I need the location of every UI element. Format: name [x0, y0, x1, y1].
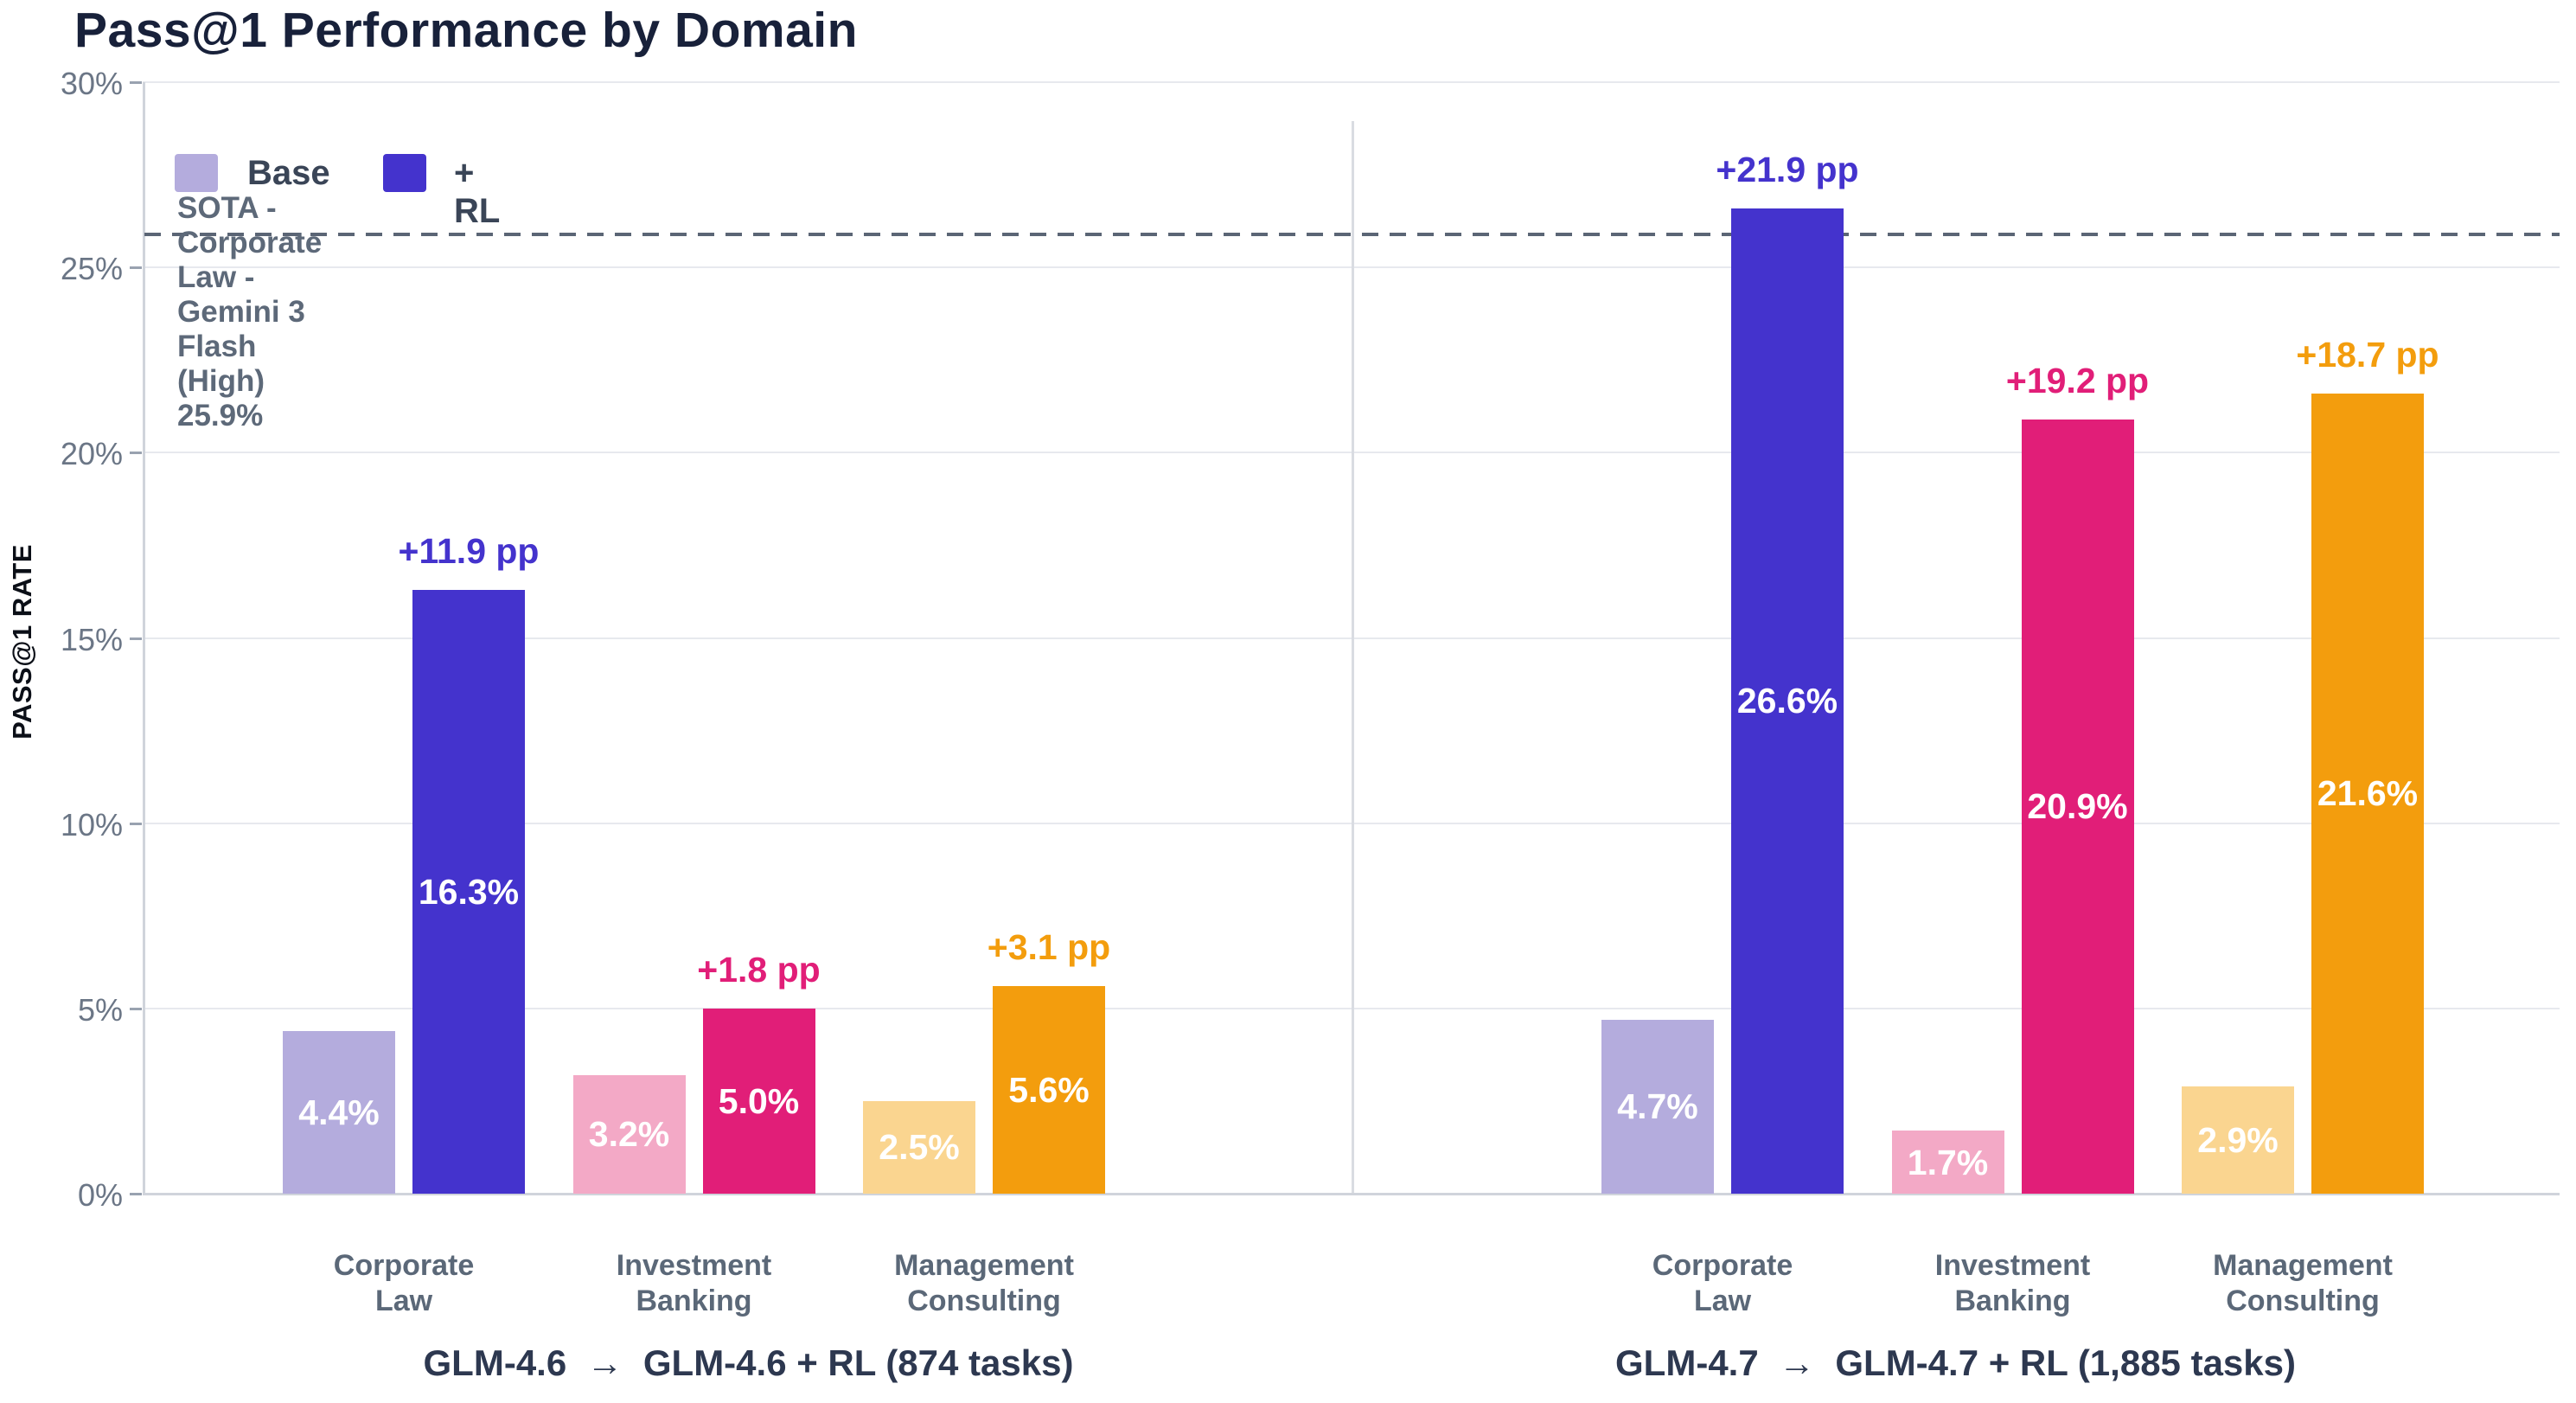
x-category-label: Management Consulting [2213, 1249, 2393, 1317]
bar-rl [2021, 419, 2134, 1194]
y-tick-mark [130, 637, 142, 640]
y-tick-label: 10% [60, 806, 123, 842]
bar-value-label-base: 3.2% [588, 1114, 670, 1155]
legend-swatch-rl [383, 154, 426, 192]
bar-value-label-rl: 26.6% [1736, 681, 1838, 721]
legend-label-base: Base [247, 154, 330, 192]
bar-base [572, 1074, 686, 1194]
y-tick-mark [130, 266, 142, 270]
chart-title: Pass@1 Performance by Domain [74, 3, 858, 58]
bar-rl [2311, 393, 2424, 1194]
bar-base [1891, 1131, 2004, 1194]
sota-annotation-text: SOTA - Corporate Law - Gemini 3 Flash (H… [177, 191, 323, 432]
bar-value-label-base: 4.7% [1617, 1086, 1698, 1127]
delta-annotation: +11.9 pp [398, 530, 540, 571]
bar-rl [1731, 208, 1844, 1194]
bar-base [863, 1100, 975, 1194]
bar-value-label-rl: 5.0% [718, 1080, 800, 1121]
bar-rl [702, 1008, 815, 1194]
bar-base [2182, 1086, 2294, 1194]
bar-base [1601, 1019, 1714, 1194]
group-caption: GLM-4.7 → GLM-4.7 + RL (1,885 tasks) [1615, 1342, 2296, 1383]
y-tick-label: 25% [60, 251, 123, 287]
delta-annotation: +3.1 pp [987, 927, 1111, 968]
delta-annotation: +21.9 pp [1716, 149, 1859, 189]
x-category-label: Management Consulting [894, 1249, 1074, 1317]
gridline-25 [143, 266, 2560, 269]
delta-annotation: +18.7 pp [2296, 334, 2439, 375]
bar-value-label-rl: 21.6% [2317, 773, 2419, 814]
bar-rl [412, 589, 525, 1194]
gridline-5 [143, 1007, 2560, 1009]
x-category-label: Corporate Law [1652, 1249, 1793, 1317]
bar-value-label-base: 2.9% [2197, 1119, 2279, 1160]
y-tick-mark [130, 822, 142, 825]
y-tick-mark [130, 452, 142, 455]
x-category-label: Investment Banking [616, 1249, 772, 1317]
y-axis-line [143, 82, 145, 1195]
bar-base [283, 1030, 395, 1194]
bar-value-label-rl: 16.3% [418, 871, 520, 912]
delta-annotation: +19.2 pp [2005, 360, 2150, 400]
sota-dashed-line [144, 232, 2560, 236]
y-tick-label: 0% [77, 1177, 123, 1213]
x-category-label: Investment Banking [1934, 1249, 2091, 1317]
y-tick-mark [130, 81, 142, 84]
gridline-30 [143, 81, 2560, 83]
y-tick-label: 15% [60, 621, 123, 657]
bar-value-label-base: 2.5% [879, 1127, 960, 1168]
legend-label-rl: + RL [454, 154, 501, 230]
y-tick-mark [130, 1193, 142, 1195]
group-divider-line [1352, 121, 1354, 1193]
y-tick-label: 20% [60, 436, 123, 472]
bar-value-label-rl: 20.9% [2027, 786, 2128, 827]
y-tick-label: 5% [77, 991, 123, 1028]
legend-swatch-base [175, 154, 218, 192]
gridline-20 [143, 452, 2560, 454]
gridline-15 [143, 637, 2560, 639]
x-category-label: Corporate Law [333, 1249, 475, 1317]
bar-value-label-base: 4.4% [298, 1092, 380, 1132]
group-caption: GLM-4.6 → GLM-4.6 + RL (874 tasks) [423, 1342, 1074, 1383]
bar-value-label-rl: 5.6% [1008, 1070, 1090, 1111]
bar-value-label-base: 1.7% [1907, 1142, 1989, 1182]
bar-rl [993, 986, 1105, 1194]
delta-annotation: +1.8 pp [697, 949, 821, 990]
x-axis-line [143, 1193, 2560, 1195]
y-tick-mark [130, 1007, 142, 1010]
y-tick-label: 30% [60, 66, 123, 101]
gridline-10 [143, 822, 2560, 824]
